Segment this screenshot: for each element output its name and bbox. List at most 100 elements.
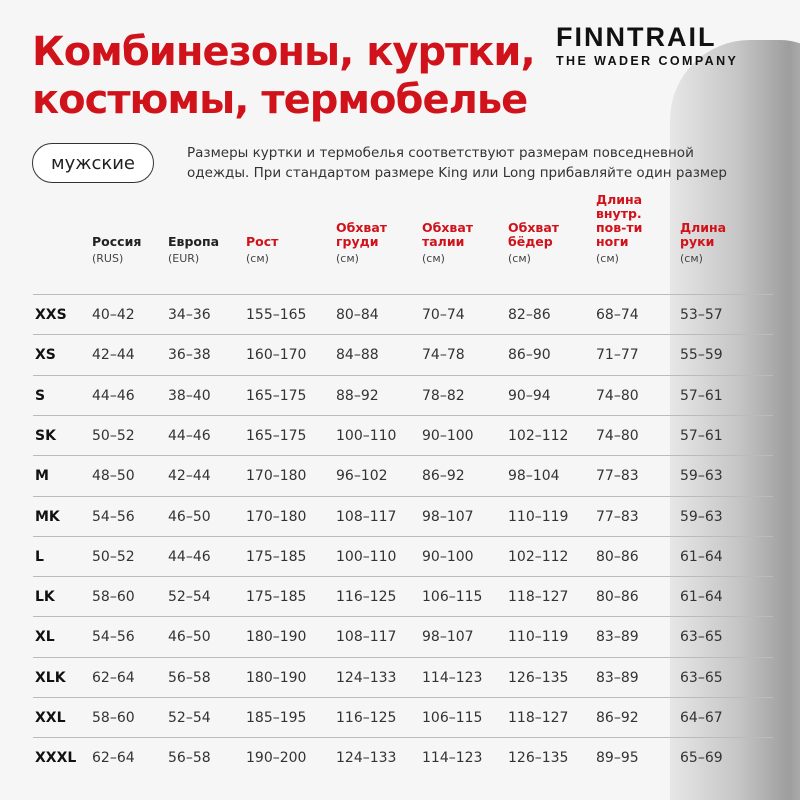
table-cell: 74–78 (422, 347, 465, 364)
table-cell: 86–90 (508, 347, 551, 364)
table-cell: 34–36 (168, 307, 211, 323)
table-cell: 57–61 (680, 387, 723, 404)
size-label: XL (35, 629, 55, 646)
table-cell: 58–60 (92, 710, 135, 726)
table-cell: 80–86 (596, 589, 639, 606)
table-cell: 62–64 (92, 669, 135, 686)
table-cell: 114–123 (422, 669, 483, 686)
table-row: XXS 40–42 34–36 155–165 80–84 70–74 82–86 68–74… (33, 294, 773, 335)
table-cell: 57–61 (680, 427, 723, 444)
title-line: Комбинезоны, куртки, (32, 29, 536, 75)
table-row: LK 58–60 52–54 175–185 116–125 106–115 118–127… (33, 576, 773, 617)
table-cell: 52–54 (168, 589, 211, 606)
table-cell: 46–50 (168, 629, 211, 646)
table-cell: 108–117 (336, 629, 397, 646)
table-cell: 59–63 (680, 468, 723, 485)
table-cell: 170–180 (246, 468, 307, 485)
table-cell: 114–123 (422, 750, 483, 767)
table-cell: 68–74 (596, 307, 639, 323)
table-cell: 160–170 (246, 347, 307, 364)
table-cell: 98–107 (422, 508, 474, 525)
table-cell: 61–64 (680, 548, 723, 565)
model-photo (670, 40, 800, 800)
table-row: XXL 58–60 52–54 185–195 116–125 106–115 118–12… (33, 697, 773, 738)
table-cell: 52–54 (168, 710, 211, 726)
table-cell: 59–63 (680, 508, 723, 525)
table-cell: 71–77 (596, 347, 639, 364)
size-label: XXXL (35, 750, 77, 767)
table-cell: 89–95 (596, 750, 639, 767)
table-cell: 96–102 (336, 468, 388, 485)
table-cell: 100–110 (336, 427, 397, 444)
table-row: L 50–52 44–46 175–185 100–110 90–100 102–112 80… (33, 535, 773, 577)
table-cell: 106–115 (422, 589, 483, 606)
table-cell: 74–80 (596, 427, 639, 444)
table-cell: 84–88 (336, 347, 379, 364)
column-unit: (см) (596, 252, 619, 265)
table-cell: 106–115 (422, 710, 483, 726)
table-cell: 118–127 (508, 710, 569, 726)
table-cell: 116–125 (336, 589, 397, 606)
table-cell: 102–112 (508, 548, 569, 565)
table-cell: 88–92 (336, 387, 379, 404)
brand-logo: FINNTRAIL (556, 22, 717, 52)
page-title: Комбинезоны, куртки, костюмы, термобелье (32, 28, 536, 124)
table-cell: 54–56 (92, 508, 135, 525)
table-cell: 50–52 (92, 548, 135, 565)
table-cell: 42–44 (92, 347, 135, 364)
size-label: L (35, 548, 44, 565)
table-cell: 86–92 (422, 468, 465, 485)
size-note: Размеры куртки и термобелья соответствую… (187, 143, 727, 183)
table-cell: 108–117 (336, 508, 397, 525)
size-label: M (35, 468, 49, 485)
table-cell: 50–52 (92, 427, 135, 444)
table-cell: 70–74 (422, 307, 465, 323)
table-cell: 98–104 (508, 468, 560, 485)
table-cell: 102–112 (508, 427, 569, 444)
table-cell: 185–195 (246, 710, 307, 726)
table-cell: 83–89 (596, 629, 639, 646)
size-label: XXL (35, 710, 66, 726)
title-line: костюмы, термобелье (32, 77, 528, 123)
table-cell: 86–92 (596, 710, 639, 726)
table-cell: 40–42 (92, 307, 135, 323)
column-header: Обхват бёдер (см) (508, 220, 560, 266)
table-cell: 170–180 (246, 508, 307, 525)
size-label: MK (35, 508, 60, 525)
column-unit: (см) (422, 252, 445, 265)
table-cell: 56–58 (168, 750, 211, 767)
table-cell: 38–40 (168, 387, 211, 404)
table-row: XXXL 62–64 56–58 190–200 124–133 114–123 126–1… (33, 737, 773, 778)
table-cell: 54–56 (92, 629, 135, 646)
table-cell: 90–94 (508, 387, 551, 404)
table-cell: 56–58 (168, 669, 211, 686)
table-row: S 44–46 38–40 165–175 88–92 78–82 90–94 74–80 57… (33, 374, 773, 416)
table-cell: 165–175 (246, 427, 307, 444)
table-cell: 44–46 (168, 548, 211, 565)
table-row: XL 54–56 46–50 180–190 108–117 98–107 110–119 8… (33, 616, 773, 657)
table-cell: 36–38 (168, 347, 211, 364)
column-unit: (EUR) (168, 252, 200, 265)
table-cell: 175–185 (246, 548, 307, 565)
table-cell: 78–82 (422, 387, 465, 404)
category-pill: мужские (32, 143, 154, 183)
table-cell: 63–65 (680, 669, 723, 686)
size-label: S (35, 387, 46, 404)
table-cell: 58–60 (92, 589, 135, 606)
table-row: M 48–50 42–44 170–180 96–102 86–92 98–104 77–83… (33, 455, 773, 496)
table-cell: 64–67 (680, 710, 723, 726)
column-unit: (RUS) (92, 252, 124, 265)
table-cell: 77–83 (596, 508, 639, 525)
brand-tagline: THE WADER COMPANY (556, 54, 739, 68)
table-cell: 80–84 (336, 307, 379, 323)
column-unit: (см) (246, 252, 269, 265)
table-cell: 61–64 (680, 589, 723, 606)
table-cell: 175–185 (246, 589, 307, 606)
table-cell: 46–50 (168, 508, 211, 525)
column-header: Рост (см) (246, 234, 279, 266)
table-cell: 55–59 (680, 347, 723, 364)
table-cell: 180–190 (246, 629, 307, 646)
note-line: Размеры куртки и термобелья соответствую… (187, 145, 694, 161)
table-cell: 65–69 (680, 750, 723, 767)
table-cell: 98–107 (422, 629, 474, 646)
